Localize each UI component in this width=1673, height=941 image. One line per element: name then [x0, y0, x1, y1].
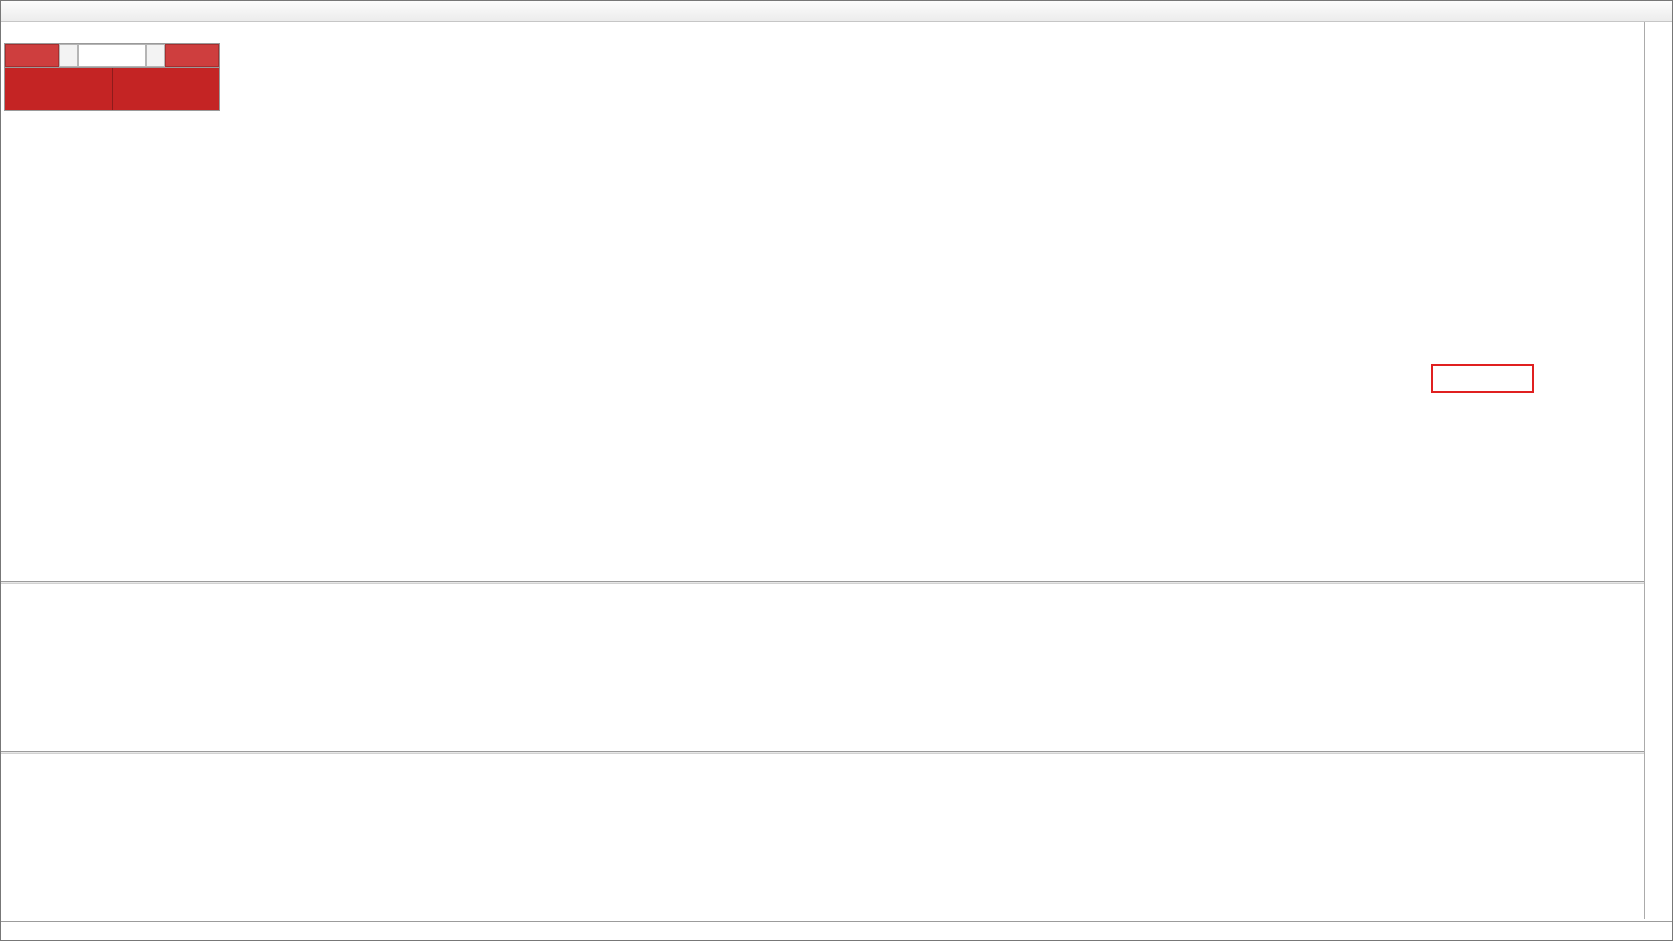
- volume-caret-button[interactable]: [146, 44, 165, 67]
- one-click-trading-panel: [4, 43, 220, 111]
- rsi-panel-canvas[interactable]: [1, 754, 1673, 921]
- panel-separator-rsi[interactable]: [1, 751, 1672, 754]
- macd-indicator-label: [6, 586, 11, 598]
- price-callout-box[interactable]: [1431, 364, 1534, 393]
- rsi-indicator-label: [6, 756, 11, 768]
- panel-separator-macd[interactable]: [1, 581, 1672, 584]
- sell-price-display[interactable]: [5, 68, 113, 110]
- time-axis[interactable]: [1, 921, 1672, 940]
- sell-button[interactable]: [5, 44, 59, 67]
- buy-price-display[interactable]: [112, 68, 219, 110]
- volume-input[interactable]: [78, 44, 146, 67]
- sell-options-caret-button[interactable]: [59, 44, 78, 67]
- order-panel-price-row: [5, 67, 219, 110]
- toolbar: [1, 1, 1672, 22]
- price-scale[interactable]: [1644, 21, 1672, 919]
- buy-button[interactable]: [165, 44, 219, 67]
- macd-panel-canvas[interactable]: [1, 584, 1673, 751]
- main-chart-canvas[interactable]: [1, 21, 1673, 581]
- order-panel-top-row: [5, 44, 219, 67]
